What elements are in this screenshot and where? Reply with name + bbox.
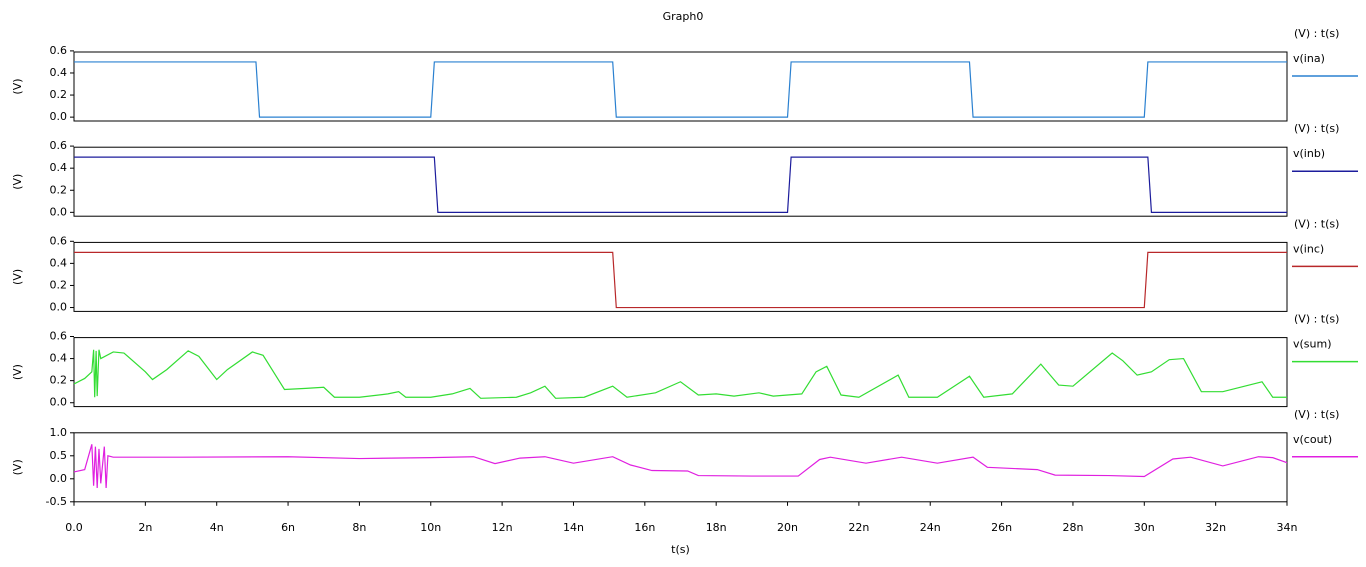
y-tick-label: 0.6 xyxy=(50,329,68,342)
y-axis-label: (V) xyxy=(11,364,24,380)
x-tick-label: 32n xyxy=(1205,521,1226,534)
x-tick-label: 22n xyxy=(848,521,869,534)
x-tick-label: 26n xyxy=(991,521,1012,534)
legend-label: v(sum) xyxy=(1293,338,1332,351)
plot-frame xyxy=(73,432,1288,503)
y-tick-label: 0.2 xyxy=(50,88,68,101)
y-axis-label: (V) xyxy=(11,459,24,475)
x-tick-label: 34n xyxy=(1277,521,1298,534)
x-tick-label: 10n xyxy=(420,521,441,534)
waveform xyxy=(74,156,1287,213)
plot-frame xyxy=(73,146,1288,217)
plot-frame xyxy=(73,337,1288,408)
waveform xyxy=(74,61,1287,118)
y-tick-label: 0.0 xyxy=(50,396,68,409)
legend-header: (V) : t(s) xyxy=(1294,408,1339,421)
x-tick-label: 14n xyxy=(563,521,584,534)
legend-label: v(cout) xyxy=(1293,433,1332,446)
y-tick-label: 1.0 xyxy=(50,426,68,439)
y-axis-label: (V) xyxy=(11,174,24,190)
x-tick-label: 0.0 xyxy=(65,521,83,534)
y-tick-label: 0.0 xyxy=(50,110,68,123)
x-tick-label: 4n xyxy=(210,521,224,534)
x-tick-label: 24n xyxy=(920,521,941,534)
y-tick-label: 0.4 xyxy=(50,66,68,79)
x-axis-label: t(s) xyxy=(671,543,690,556)
y-axis-label: (V) xyxy=(11,269,24,285)
x-tick-label: 30n xyxy=(1134,521,1155,534)
legend-header: (V) : t(s) xyxy=(1294,217,1339,230)
y-tick-label: 0.4 xyxy=(50,161,68,174)
legend-label: v(inc) xyxy=(1293,242,1324,255)
y-tick-label: 0.5 xyxy=(50,449,68,462)
waveform xyxy=(73,349,1287,399)
x-tick-label: 2n xyxy=(138,521,152,534)
y-tick-label: 0.4 xyxy=(50,352,68,365)
waveform xyxy=(74,251,1287,309)
x-tick-label: 6n xyxy=(281,521,295,534)
legend-header: (V) : t(s) xyxy=(1294,313,1339,326)
x-tick-label: 12n xyxy=(492,521,513,534)
y-tick-label: 0.2 xyxy=(50,183,68,196)
y-tick-label: -0.5 xyxy=(46,495,67,508)
y-tick-label: 0.0 xyxy=(50,301,68,314)
chart-title: Graph0 xyxy=(663,10,704,23)
plot-frame xyxy=(73,241,1288,312)
x-tick-label: 20n xyxy=(777,521,798,534)
y-tick-label: 0.0 xyxy=(50,205,68,218)
y-tick-label: 0.6 xyxy=(50,139,68,152)
y-tick-label: 0.6 xyxy=(50,44,68,57)
y-tick-label: 0.6 xyxy=(50,234,68,247)
legend-label: v(inb) xyxy=(1293,147,1325,160)
legend-header: (V) : t(s) xyxy=(1294,27,1339,40)
legend-header: (V) : t(s) xyxy=(1294,122,1339,135)
legend-label: v(ina) xyxy=(1293,52,1325,65)
x-tick-label: 16n xyxy=(634,521,655,534)
y-tick-label: 0.2 xyxy=(50,374,68,387)
x-tick-label: 28n xyxy=(1062,521,1083,534)
waveform xyxy=(73,444,1288,489)
y-tick-label: 0.4 xyxy=(50,256,68,269)
y-tick-label: 0.2 xyxy=(50,278,68,291)
y-tick-label: 0.0 xyxy=(50,472,68,485)
x-tick-label: 8n xyxy=(352,521,366,534)
x-tick-label: 18n xyxy=(706,521,727,534)
y-axis-label: (V) xyxy=(11,78,24,94)
plot-frame xyxy=(73,51,1288,122)
